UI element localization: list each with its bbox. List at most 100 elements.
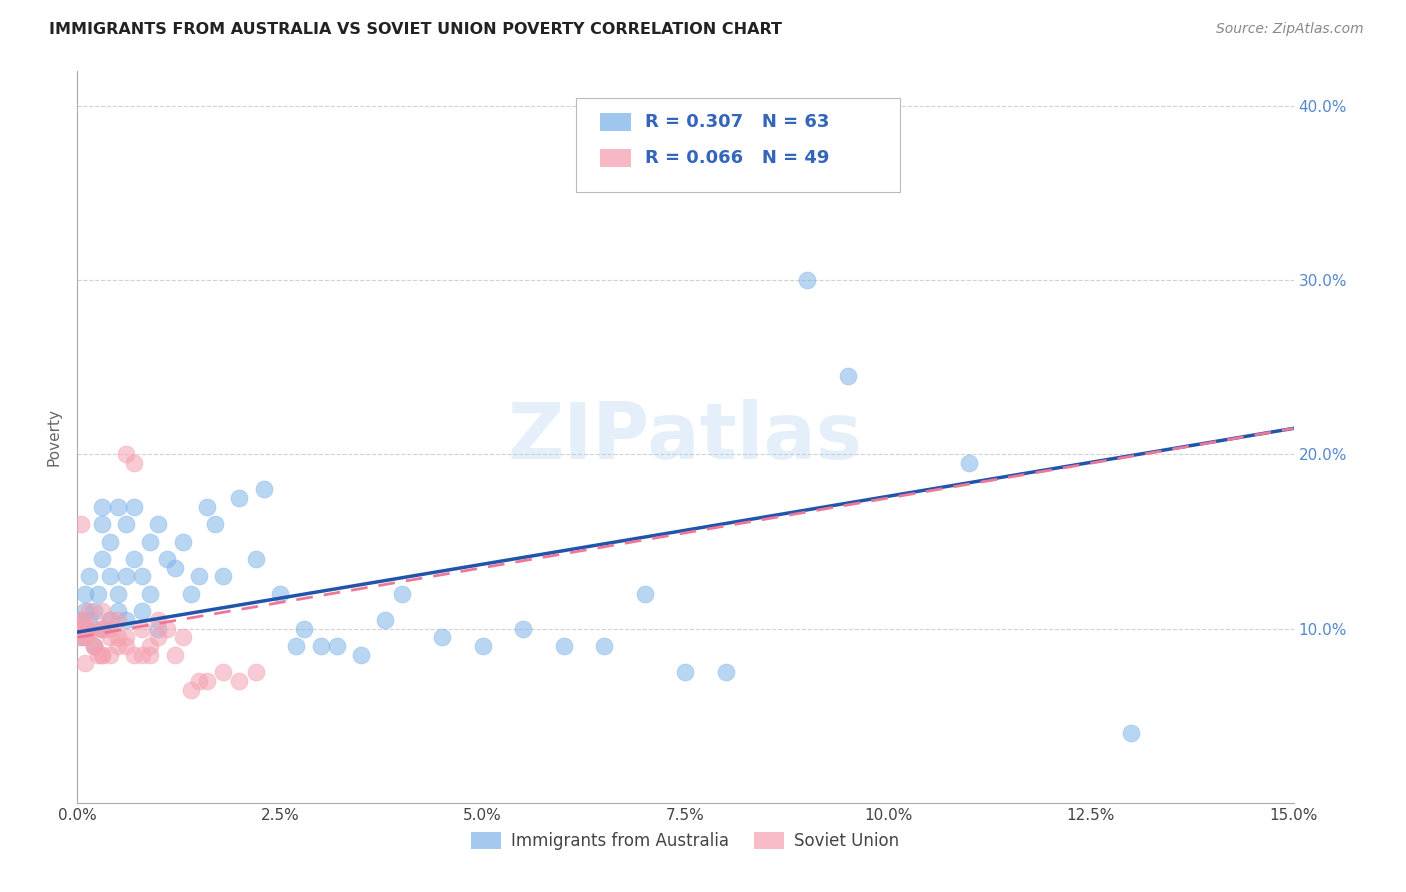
Point: [70, 517, 93, 532]
Text: R = 0.066   N = 49: R = 0.066 N = 49: [645, 149, 830, 167]
Point: [75, 604, 97, 618]
Text: Source: ZipAtlas.com: Source: ZipAtlas.com: [1216, 22, 1364, 37]
Point: [269, 587, 291, 601]
Point: [107, 613, 129, 627]
Point: [75, 631, 97, 645]
Point: [148, 631, 170, 645]
Point: [675, 665, 697, 680]
Point: [245, 665, 267, 680]
Point: [714, 665, 737, 680]
Point: [79, 613, 101, 627]
Point: [76, 631, 98, 645]
Point: [796, 273, 818, 287]
Point: [172, 534, 194, 549]
Point: [122, 500, 145, 514]
Point: [115, 613, 138, 627]
Point: [131, 569, 153, 583]
Point: [172, 631, 194, 645]
Point: [1121, 726, 1143, 740]
Point: [83, 622, 105, 636]
Point: [131, 604, 153, 618]
Point: [326, 639, 349, 653]
Point: [122, 456, 145, 470]
Point: [512, 622, 534, 636]
Point: [90, 648, 112, 662]
Point: [98, 648, 121, 662]
Point: [115, 639, 138, 653]
Point: [70, 622, 93, 636]
Legend: Immigrants from Australia, Soviet Union: Immigrants from Australia, Soviet Union: [465, 825, 905, 856]
Point: [83, 604, 105, 618]
Point: [139, 587, 162, 601]
Point: [107, 604, 129, 618]
Point: [98, 613, 121, 627]
Point: [107, 587, 129, 601]
Point: [98, 534, 121, 549]
Point: [131, 648, 153, 662]
Point: [86, 648, 108, 662]
Point: [70, 631, 93, 645]
Point: [253, 483, 276, 497]
Point: [430, 631, 453, 645]
Point: [90, 622, 112, 636]
Point: [83, 639, 105, 653]
Point: [139, 648, 162, 662]
Point: [98, 622, 121, 636]
Point: [292, 622, 315, 636]
Point: [228, 491, 250, 505]
Point: [69, 613, 91, 627]
Point: [188, 673, 211, 688]
Point: [107, 639, 129, 653]
Point: [122, 648, 145, 662]
Point: [634, 587, 657, 601]
Point: [180, 587, 202, 601]
Point: [83, 639, 105, 653]
Point: [204, 517, 226, 532]
Point: [228, 673, 250, 688]
Point: [131, 622, 153, 636]
Y-axis label: Poverty: Poverty: [46, 408, 62, 467]
Point: [148, 613, 170, 627]
Point: [90, 622, 112, 636]
Point: [90, 500, 112, 514]
Point: [245, 552, 267, 566]
Point: [107, 631, 129, 645]
Point: [837, 369, 859, 384]
Point: [79, 569, 101, 583]
Point: [374, 613, 396, 627]
Point: [90, 622, 112, 636]
Point: [139, 639, 162, 653]
Point: [163, 648, 186, 662]
Point: [139, 534, 162, 549]
Point: [86, 587, 108, 601]
Point: [107, 500, 129, 514]
Point: [75, 587, 97, 601]
Point: [90, 648, 112, 662]
Point: [309, 639, 332, 653]
Point: [391, 587, 413, 601]
Point: [957, 456, 980, 470]
Point: [115, 569, 138, 583]
Point: [98, 631, 121, 645]
Point: [69, 613, 91, 627]
Point: [195, 500, 218, 514]
Point: [72, 613, 94, 627]
Point: [195, 673, 218, 688]
Point: [122, 552, 145, 566]
Point: [148, 622, 170, 636]
Point: [69, 622, 91, 636]
Point: [471, 639, 494, 653]
Point: [188, 569, 211, 583]
Text: ZIPatlas: ZIPatlas: [508, 399, 863, 475]
Point: [115, 448, 138, 462]
Point: [163, 560, 186, 574]
Point: [148, 517, 170, 532]
Point: [553, 639, 575, 653]
Point: [180, 682, 202, 697]
Point: [98, 613, 121, 627]
Point: [83, 639, 105, 653]
Point: [350, 648, 373, 662]
Point: [98, 569, 121, 583]
Point: [593, 639, 616, 653]
Point: [67, 631, 90, 645]
